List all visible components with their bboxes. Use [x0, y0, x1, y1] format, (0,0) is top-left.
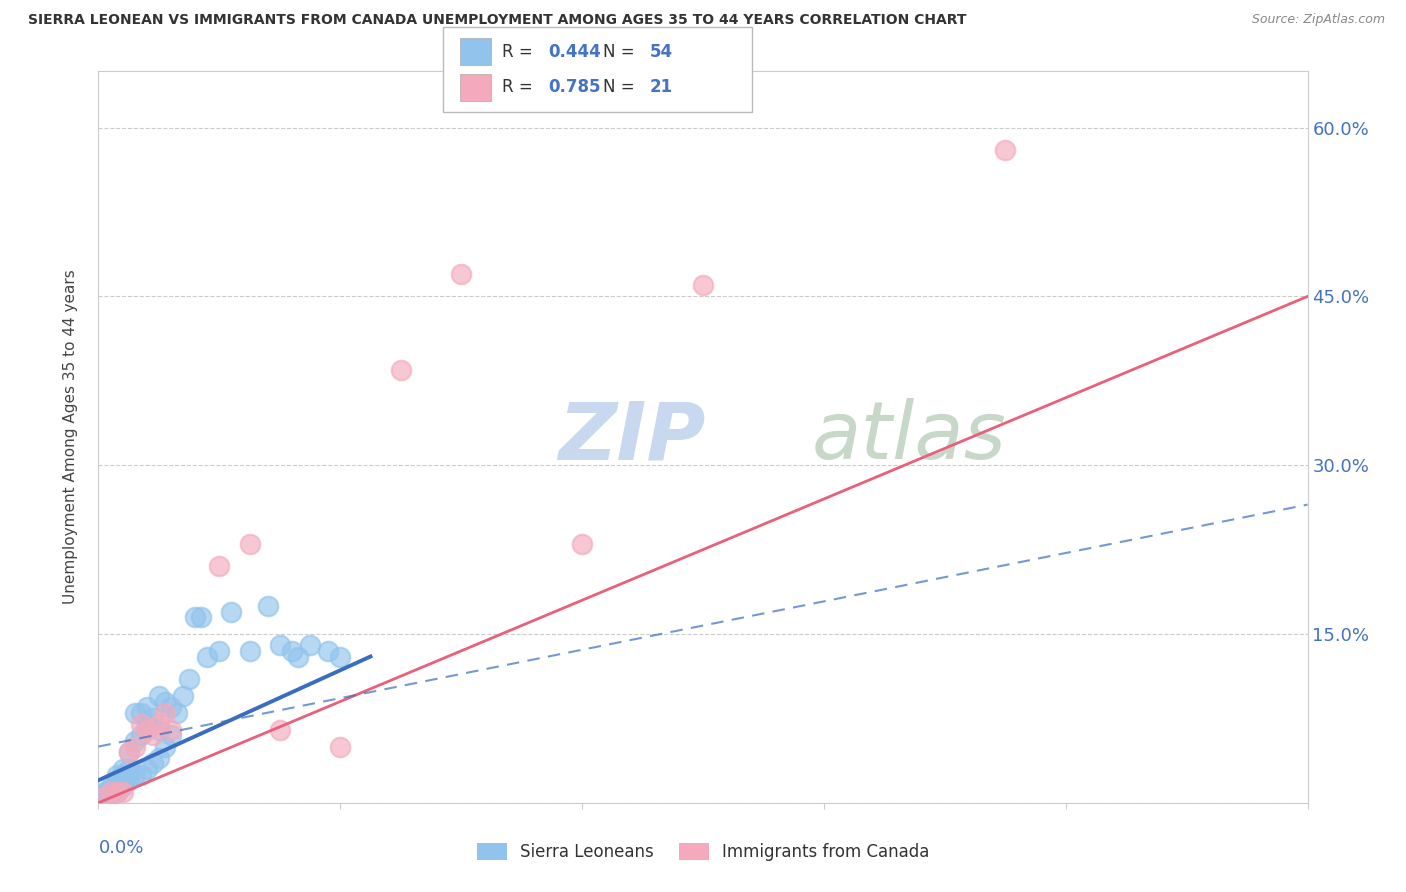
Text: 0.0%: 0.0%	[98, 839, 143, 857]
Point	[129, 728, 152, 742]
Text: 0.444: 0.444	[548, 43, 602, 61]
Point	[153, 739, 176, 754]
Point	[100, 787, 122, 801]
Text: N =: N =	[603, 78, 640, 96]
Point	[269, 638, 291, 652]
Point	[124, 739, 146, 754]
Point	[100, 784, 122, 798]
Text: atlas: atlas	[811, 398, 1007, 476]
Point	[124, 767, 146, 781]
Point	[118, 745, 141, 759]
Point	[135, 762, 157, 776]
Point	[118, 767, 141, 781]
Point	[93, 790, 115, 805]
Point	[111, 762, 134, 776]
Point	[129, 717, 152, 731]
Point	[129, 767, 152, 781]
Point	[166, 706, 188, 720]
Text: SIERRA LEONEAN VS IMMIGRANTS FROM CANADA UNEMPLOYMENT AMONG AGES 35 TO 44 YEARS : SIERRA LEONEAN VS IMMIGRANTS FROM CANADA…	[28, 13, 966, 28]
Text: 54: 54	[650, 43, 672, 61]
Text: R =: R =	[502, 78, 538, 96]
Point	[135, 700, 157, 714]
Point	[148, 689, 170, 703]
Point	[111, 779, 134, 793]
Point	[329, 739, 352, 754]
Point	[100, 784, 122, 798]
Point	[184, 610, 207, 624]
Text: ZIP: ZIP	[558, 398, 706, 476]
Point	[692, 278, 714, 293]
Point	[450, 267, 472, 281]
Point	[239, 644, 262, 658]
Point	[994, 143, 1017, 157]
Point	[135, 717, 157, 731]
Point	[299, 638, 322, 652]
Point	[160, 700, 183, 714]
Point	[153, 706, 176, 720]
Point	[105, 784, 128, 798]
Text: 21: 21	[650, 78, 672, 96]
Point	[105, 779, 128, 793]
Point	[111, 773, 134, 788]
Point	[118, 773, 141, 788]
Point	[142, 756, 165, 771]
Point	[105, 775, 128, 789]
Point	[172, 689, 194, 703]
Text: R =: R =	[502, 43, 538, 61]
Point	[148, 723, 170, 737]
Point	[148, 751, 170, 765]
Point	[105, 784, 128, 798]
Point	[93, 787, 115, 801]
Y-axis label: Unemployment Among Ages 35 to 44 years: Unemployment Among Ages 35 to 44 years	[63, 269, 77, 605]
Point	[93, 790, 115, 805]
Text: Source: ZipAtlas.com: Source: ZipAtlas.com	[1251, 13, 1385, 27]
Point	[124, 734, 146, 748]
Point	[316, 644, 339, 658]
Point	[287, 649, 309, 664]
Point	[93, 784, 115, 798]
Point	[389, 362, 412, 376]
Point	[142, 711, 165, 725]
Point	[148, 717, 170, 731]
Text: N =: N =	[603, 43, 640, 61]
Point	[105, 773, 128, 788]
Point	[135, 723, 157, 737]
Point	[239, 537, 262, 551]
Legend: Sierra Leoneans, Immigrants from Canada: Sierra Leoneans, Immigrants from Canada	[470, 836, 936, 868]
Point	[160, 723, 183, 737]
Point	[571, 537, 593, 551]
Point	[124, 706, 146, 720]
Point	[111, 767, 134, 781]
Point	[118, 745, 141, 759]
Point	[179, 672, 201, 686]
Point	[100, 779, 122, 793]
Point	[111, 784, 134, 798]
Point	[118, 762, 141, 776]
Text: 0.785: 0.785	[548, 78, 600, 96]
Point	[256, 599, 278, 613]
Point	[195, 649, 218, 664]
Point	[208, 644, 231, 658]
Point	[329, 649, 352, 664]
Point	[190, 610, 212, 624]
Point	[160, 728, 183, 742]
Point	[269, 723, 291, 737]
Point	[100, 782, 122, 797]
Point	[105, 767, 128, 781]
Point	[208, 559, 231, 574]
Point	[142, 728, 165, 742]
Point	[281, 644, 304, 658]
Point	[129, 706, 152, 720]
Point	[221, 605, 243, 619]
Point	[153, 694, 176, 708]
